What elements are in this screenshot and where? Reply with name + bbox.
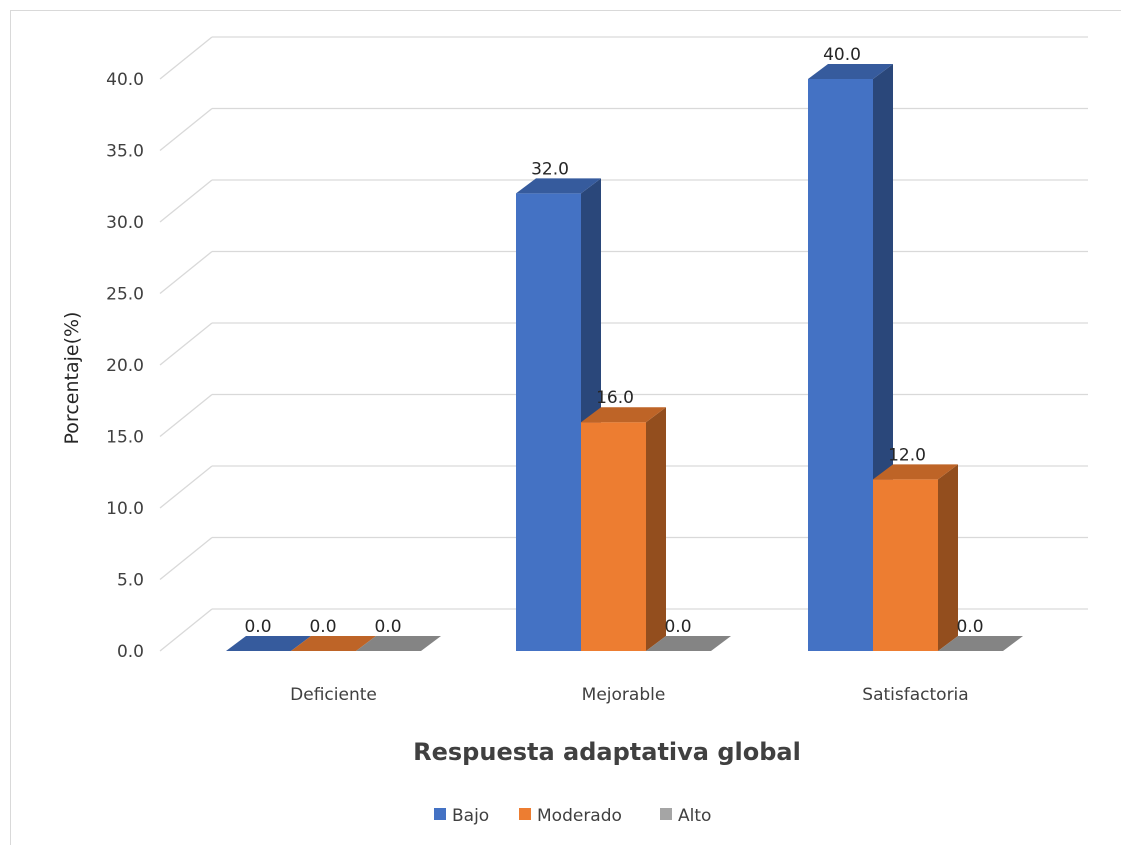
y-tick-label: 25.0 <box>106 285 144 305</box>
data-label: 0.0 <box>309 617 336 637</box>
y-tick-label: 0.0 <box>117 642 144 662</box>
bar-side <box>646 407 666 651</box>
gridline-diagonal <box>159 465 213 509</box>
bar-bajo <box>226 636 311 651</box>
y-tick-label: 35.0 <box>106 142 144 162</box>
gridline-diagonal <box>159 250 213 295</box>
data-labels: 0.0 0.0 0.0 32.0 16.0 0.0 40.0 12.0 0.0 <box>244 45 983 637</box>
legend-swatch-bajo <box>434 808 446 820</box>
bar-top <box>873 464 958 480</box>
data-label: 0.0 <box>244 617 271 637</box>
gridline-diagonal <box>159 322 213 366</box>
bar-moderado <box>291 636 376 651</box>
bar-alto <box>646 636 731 651</box>
bars <box>226 64 1023 651</box>
legend-swatch-alto <box>660 808 672 820</box>
y-tick-label: 40.0 <box>106 70 144 90</box>
x-axis-title: Respuesta adaptativa global <box>413 738 801 766</box>
data-label: 0.0 <box>664 617 691 637</box>
bar-front <box>516 193 581 651</box>
legend-label-moderado: Moderado <box>537 806 622 826</box>
data-label: 32.0 <box>531 159 569 179</box>
y-tick-label: 30.0 <box>106 213 144 233</box>
bar-top <box>356 636 441 651</box>
bar-top <box>808 64 893 79</box>
y-axis-title: Porcentaje(%) <box>61 312 83 445</box>
chart-frame <box>10 10 1121 845</box>
y-tick-label: 15.0 <box>106 428 144 448</box>
bar-front <box>581 422 646 651</box>
gridline-diagonal <box>159 107 213 152</box>
data-label: 0.0 <box>956 617 983 637</box>
x-category-label: Satisfactoria <box>862 685 968 705</box>
data-label: 12.0 <box>888 445 926 465</box>
bar-moderado <box>873 464 958 651</box>
bar-front <box>808 79 873 651</box>
y-tick-label: 5.0 <box>117 571 144 591</box>
data-label: 40.0 <box>823 45 861 65</box>
bar-moderado <box>581 407 666 651</box>
x-category-label: Deficiente <box>290 685 377 705</box>
legend-label-alto: Alto <box>678 806 711 826</box>
bar-top <box>226 636 311 651</box>
bar-top <box>516 178 601 194</box>
gridline-diagonal <box>159 536 213 581</box>
x-category-label: Mejorable <box>582 685 666 705</box>
data-label: 0.0 <box>374 617 401 637</box>
gridline-diagonal <box>159 393 213 438</box>
legend-swatch-moderado <box>519 808 531 820</box>
x-axis-categories: Deficiente Mejorable Satisfactoria <box>290 685 969 705</box>
gridline-diagonal <box>159 36 213 80</box>
bar-top <box>646 636 731 651</box>
legend: Bajo Moderado Alto <box>434 806 711 826</box>
gridline-diagonal <box>159 179 213 223</box>
bar-alto <box>938 636 1023 651</box>
legend-label-bajo: Bajo <box>452 806 489 826</box>
y-tick-label: 10.0 <box>106 499 144 519</box>
y-tick-label: 20.0 <box>106 356 144 376</box>
bar-side <box>938 464 958 651</box>
bar-top <box>291 636 376 651</box>
y-axis-ticks: 0.0 5.0 10.0 15.0 20.0 25.0 30.0 35.0 40.0 <box>106 70 144 662</box>
gridline-diagonal <box>159 608 213 652</box>
data-label: 16.0 <box>596 388 634 408</box>
bar-top <box>581 407 666 423</box>
bar-front <box>873 479 938 651</box>
bar-top <box>938 636 1023 651</box>
bar-alto <box>356 636 441 651</box>
